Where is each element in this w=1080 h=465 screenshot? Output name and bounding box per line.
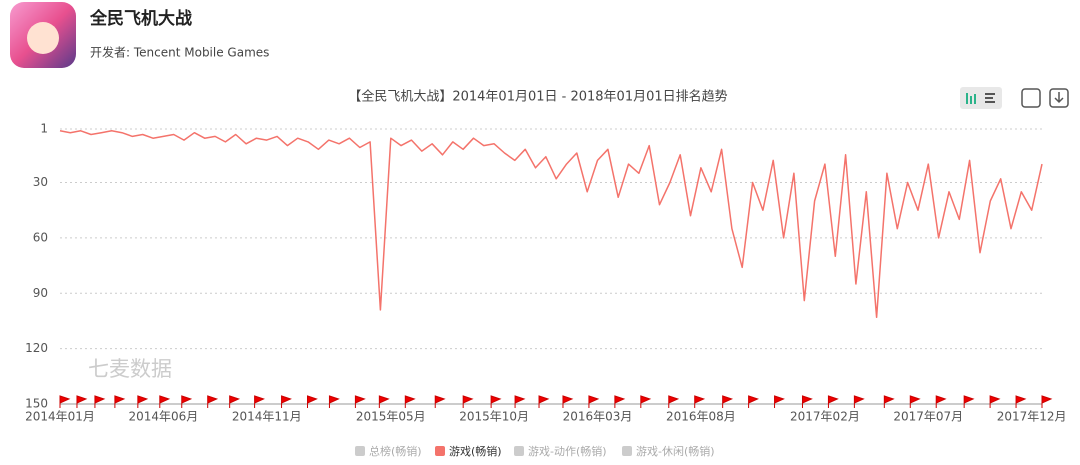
event-flag — [434, 395, 446, 408]
icon-bar — [970, 96, 972, 104]
line-series — [59, 130, 1043, 319]
event-flag — [774, 395, 785, 408]
event-flag — [404, 395, 416, 408]
event-flag — [963, 395, 975, 408]
event-flag — [281, 395, 292, 408]
event-flag — [909, 395, 921, 408]
download-icon — [1054, 92, 1064, 104]
x-tick-label: 2017年07月 — [893, 410, 963, 424]
icon-bar — [985, 97, 993, 99]
y-tick-label: 60 — [33, 230, 48, 244]
event-flag — [640, 395, 652, 408]
app-name: 全民飞机大战 — [89, 8, 192, 29]
event-flag — [801, 395, 813, 408]
developer: 开发者: Tencent Mobile Games — [90, 45, 269, 60]
y-tick-label: 150 — [25, 397, 48, 411]
event-flag — [588, 395, 600, 408]
watermark: 七麦数据 — [88, 357, 172, 381]
legend-label: 游戏(畅销) — [449, 444, 502, 458]
x-tick-label: 2015年05月 — [356, 410, 426, 424]
icon-bar — [985, 101, 995, 103]
event-flag — [328, 395, 340, 408]
legend-swatch — [514, 446, 524, 456]
event-flag — [1041, 395, 1053, 408]
x-tick-label: 2015年10月 — [459, 410, 529, 424]
event-flag — [694, 395, 706, 408]
event-flag — [722, 395, 734, 408]
event-flag — [137, 395, 149, 408]
icon-bar — [985, 93, 995, 95]
icon-bar — [966, 93, 968, 104]
event-flag — [462, 395, 474, 408]
x-tick-label: 2016年03月 — [563, 410, 633, 424]
event-flag — [181, 395, 193, 408]
event-flag — [490, 395, 502, 408]
event-flag — [514, 395, 526, 408]
legend-swatch — [435, 446, 445, 456]
event-flag — [229, 395, 241, 408]
event-flag — [989, 395, 1001, 408]
chart-title: 【全民飞机大战】2014年01月01日 - 2018年01月01日排名趋势 — [348, 89, 727, 105]
event-flag — [748, 395, 759, 408]
event-flag — [306, 395, 318, 408]
y-tick-label: 1 — [40, 122, 48, 136]
event-flag — [207, 395, 219, 408]
x-tick-label: 2017年02月 — [790, 410, 860, 424]
download-button[interactable] — [1049, 88, 1069, 108]
event-flag — [159, 395, 171, 408]
legend-label: 游戏-动作(畅销) — [528, 444, 607, 458]
event-flag — [853, 395, 865, 408]
event-flag — [1015, 395, 1027, 408]
x-tick-label: 2017年12月 — [997, 410, 1067, 424]
event-flag — [668, 395, 680, 408]
image-button[interactable] — [1021, 88, 1041, 108]
event-flag — [562, 395, 574, 408]
event-flag — [935, 395, 947, 408]
icon-bar — [974, 94, 976, 104]
app-icon-face — [27, 22, 59, 54]
x-tick-label: 2014年06月 — [128, 410, 198, 424]
y-tick-label: 90 — [33, 286, 48, 300]
y-tick-label: 120 — [25, 341, 48, 355]
legend-swatch — [355, 446, 365, 456]
y-tick-label: 30 — [33, 175, 48, 189]
event-flag — [378, 395, 390, 408]
x-tick-label: 2014年11月 — [232, 410, 302, 424]
legend-label: 总榜(畅销) — [369, 444, 422, 458]
event-flag — [94, 395, 106, 408]
event-flag — [827, 395, 839, 408]
event-flag — [354, 395, 366, 408]
event-flag — [76, 395, 88, 408]
event-flag — [883, 395, 895, 408]
event-flag — [254, 395, 265, 408]
event-flag — [614, 395, 626, 408]
toolbar[interactable] — [960, 87, 1069, 109]
x-tick-label: 2014年01月 — [25, 410, 95, 424]
legend-label: 游戏-休闲(畅销) — [636, 444, 715, 458]
event-flag — [114, 395, 126, 408]
event-flag — [59, 395, 71, 408]
event-flag — [538, 395, 550, 408]
legend-swatch — [622, 446, 632, 456]
x-tick-label: 2016年08月 — [666, 410, 736, 424]
